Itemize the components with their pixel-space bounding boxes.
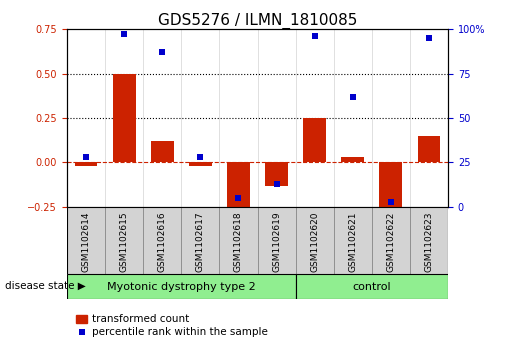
Point [349, 94, 357, 99]
Text: GSM1102614: GSM1102614 [81, 212, 91, 272]
Bar [151, 141, 174, 163]
Bar [219, 207, 258, 274]
Bar [181, 207, 219, 274]
Bar [143, 207, 181, 274]
Bar [227, 163, 250, 211]
Text: GSM1102623: GSM1102623 [424, 212, 434, 272]
Bar [113, 74, 135, 163]
Text: GSM1102617: GSM1102617 [196, 212, 205, 272]
Bar [410, 207, 448, 274]
Bar [75, 163, 97, 166]
Point [387, 199, 395, 204]
Point [158, 49, 166, 55]
Bar [105, 207, 143, 274]
Point [311, 33, 319, 39]
Text: GSM1102615: GSM1102615 [119, 212, 129, 272]
Bar [67, 207, 105, 274]
Bar [380, 163, 402, 211]
Point [196, 154, 204, 160]
Bar [372, 207, 410, 274]
Text: GSM1102622: GSM1102622 [386, 212, 396, 272]
Bar [303, 118, 326, 163]
Text: GSM1102619: GSM1102619 [272, 212, 281, 272]
Bar [67, 274, 296, 299]
Text: Myotonic dystrophy type 2: Myotonic dystrophy type 2 [107, 282, 255, 292]
Bar [418, 136, 440, 163]
Point [120, 32, 128, 37]
Bar [334, 207, 372, 274]
Title: GDS5276 / ILMN_1810085: GDS5276 / ILMN_1810085 [158, 13, 357, 29]
Point [272, 181, 281, 187]
Bar [189, 163, 212, 166]
Bar [296, 207, 334, 274]
Bar [258, 207, 296, 274]
Text: GSM1102618: GSM1102618 [234, 212, 243, 272]
Text: GSM1102616: GSM1102616 [158, 212, 167, 272]
Text: GSM1102621: GSM1102621 [348, 212, 357, 272]
Text: disease state ▶: disease state ▶ [5, 281, 86, 291]
Text: GSM1102620: GSM1102620 [310, 212, 319, 272]
Bar [265, 163, 288, 185]
Point [82, 154, 90, 160]
Bar [341, 157, 364, 163]
Point [234, 195, 243, 201]
Bar [296, 274, 448, 299]
Point [425, 35, 433, 41]
Legend: transformed count, percentile rank within the sample: transformed count, percentile rank withi… [72, 310, 272, 342]
Text: control: control [352, 282, 391, 292]
